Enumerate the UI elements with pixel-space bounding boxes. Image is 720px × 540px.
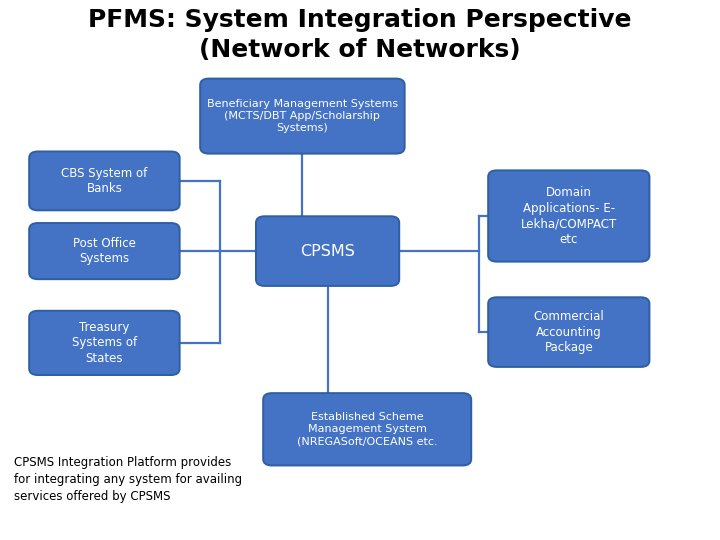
- Text: CPSMS Integration Platform provides
for integrating any system for availing
serv: CPSMS Integration Platform provides for …: [14, 456, 243, 503]
- Text: Beneficiary Management Systems
(MCTS/DBT App/Scholarship
Systems): Beneficiary Management Systems (MCTS/DBT…: [207, 99, 398, 133]
- Text: Domain
Applications- E-
Lekha/COMPACT
etc: Domain Applications- E- Lekha/COMPACT et…: [521, 186, 617, 246]
- FancyBboxPatch shape: [29, 151, 180, 210]
- FancyBboxPatch shape: [488, 297, 649, 367]
- FancyBboxPatch shape: [256, 216, 399, 286]
- Text: PFMS: System Integration Perspective
(Network of Networks): PFMS: System Integration Perspective (Ne…: [89, 8, 631, 62]
- FancyBboxPatch shape: [29, 223, 180, 279]
- Text: CBS System of
Banks: CBS System of Banks: [61, 167, 148, 195]
- Text: Commercial
Accounting
Package: Commercial Accounting Package: [534, 310, 604, 354]
- FancyBboxPatch shape: [29, 311, 180, 375]
- Text: Treasury
Systems of
States: Treasury Systems of States: [72, 321, 137, 365]
- FancyBboxPatch shape: [488, 171, 649, 261]
- Text: Post Office
Systems: Post Office Systems: [73, 237, 136, 265]
- Text: CPSMS: CPSMS: [300, 244, 355, 259]
- FancyBboxPatch shape: [264, 393, 472, 465]
- FancyBboxPatch shape: [200, 78, 405, 153]
- Text: Established Scheme
Management System
(NREGASoft/OCEANS etc.: Established Scheme Management System (NR…: [297, 413, 438, 446]
